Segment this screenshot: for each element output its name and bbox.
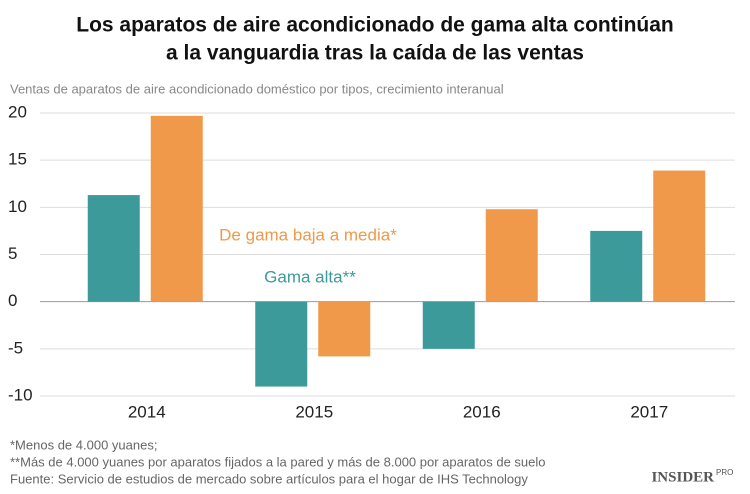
chart-title: Los aparatos de aire acondicionado de ga… <box>76 14 673 37</box>
y-tick-label: 0 <box>8 291 17 310</box>
x-tick-label: 2016 <box>463 402 501 421</box>
bar <box>590 230 643 302</box>
footnote: **Más de 4.000 yuanes por aparatos fijad… <box>10 454 546 469</box>
x-tick-label: 2015 <box>295 402 333 421</box>
y-tick-label: 20 <box>8 102 27 121</box>
y-tick-label: -5 <box>8 338 23 357</box>
bar <box>150 115 203 302</box>
y-tick-label: 10 <box>8 197 27 216</box>
bar <box>318 301 371 357</box>
series-label: De gama baja a media* <box>219 225 397 244</box>
y-tick-label: 5 <box>8 244 17 263</box>
source: Fuente: Servicio de estudios de mercado … <box>10 471 528 486</box>
x-tick-label: 2017 <box>630 402 668 421</box>
bar <box>485 209 538 302</box>
chart-subtitle: Ventas de aparatos de aire acondicionado… <box>10 81 504 96</box>
logo-sup: PRO <box>716 468 733 477</box>
y-tick-label: -10 <box>8 385 33 404</box>
x-tick-label: 2014 <box>128 402 166 421</box>
y-tick-label: 15 <box>8 150 27 169</box>
bar <box>87 195 140 302</box>
bar <box>255 301 308 387</box>
series-label: Gama alta** <box>264 267 356 286</box>
logo: INSIDER <box>651 469 714 485</box>
bar <box>653 170 706 302</box>
chart-title: a la vanguardia tras la caída de las ven… <box>166 42 584 65</box>
bar <box>422 301 475 349</box>
footnote: *Menos de 4.000 yuanes; <box>10 437 157 452</box>
